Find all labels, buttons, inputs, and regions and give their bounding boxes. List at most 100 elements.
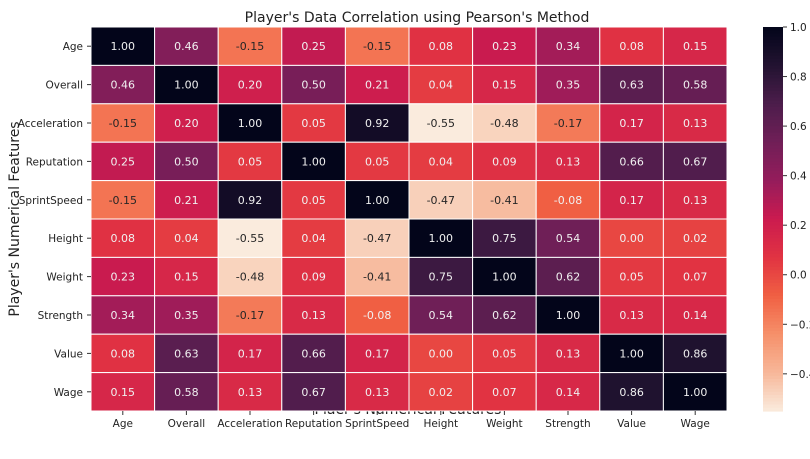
colorbar-segment <box>763 126 783 130</box>
colorbar-segment <box>763 321 783 326</box>
colorbar-segment <box>763 295 783 300</box>
cell-value-label: 0.63 <box>174 347 199 360</box>
colorbar-segment <box>763 180 783 185</box>
cell-value-label: 0.17 <box>238 347 263 360</box>
colorbar-segment <box>763 238 783 242</box>
colorbar-segment <box>763 103 783 108</box>
colorbar-segment <box>763 318 783 322</box>
colorbar-segment <box>763 395 783 399</box>
cell-value-label: 0.58 <box>683 79 708 92</box>
cell-value-label: 0.34 <box>556 40 581 53</box>
cell-value-label: 0.58 <box>174 386 199 399</box>
cell-value-label: -0.41 <box>363 271 391 284</box>
heatmap-cell <box>535 218 601 258</box>
colorbar-segment <box>763 171 783 175</box>
colorbar-tick-label: −0.2 <box>790 319 810 331</box>
colorbar-segment <box>763 340 783 345</box>
colorbar-segment <box>763 257 783 262</box>
colorbar-segment <box>763 167 783 172</box>
colorbar-tick-label: 0.0 <box>790 270 807 282</box>
colorbar-segment <box>763 225 783 230</box>
heatmap-cell <box>154 295 219 335</box>
colorbar-segment <box>763 404 783 409</box>
cell-value-label: 0.04 <box>429 79 454 92</box>
heatmap-cell <box>599 141 664 182</box>
cell-value-label: 0.86 <box>619 386 644 399</box>
cell-value-label: -0.47 <box>427 194 455 207</box>
heatmap-cell <box>472 26 537 66</box>
colorbar-segment <box>763 254 783 258</box>
x-tick-label: Weight <box>486 418 523 430</box>
cell-value-label: 0.08 <box>619 40 644 53</box>
cell-value-label: -0.15 <box>109 117 137 130</box>
colorbar-segment <box>763 209 783 214</box>
heatmap-cell <box>662 64 728 105</box>
colorbar-segment <box>763 164 783 169</box>
colorbar-tick-label: 1.0 <box>790 22 807 34</box>
heatmap-cell <box>535 103 601 143</box>
colorbar-segment <box>763 241 783 246</box>
colorbar-segment <box>763 113 783 118</box>
colorbar-segment <box>763 283 783 287</box>
cell-value-label: 1.00 <box>111 40 136 53</box>
y-tick-label: Weight <box>46 272 83 284</box>
colorbar: 1.0 0.8 0.6 0.4 0.2 0.0 −0.2 −0.4 <box>763 22 810 412</box>
heatmap-cell <box>662 180 728 220</box>
colorbar-segment <box>763 391 783 396</box>
colorbar-segment <box>763 347 783 351</box>
colorbar-segment <box>763 129 783 134</box>
colorbar-segment <box>763 315 783 319</box>
colorbar-tick-label: 0.6 <box>790 121 807 133</box>
colorbar-segment <box>763 379 783 383</box>
colorbar-segment <box>763 308 783 313</box>
cell-value-label: 0.13 <box>619 309 644 322</box>
cell-value-label: -0.17 <box>554 117 582 130</box>
colorbar-tick-label: 0.8 <box>790 72 807 84</box>
colorbar-segment <box>763 84 783 89</box>
cell-value-label: 1.00 <box>238 117 263 130</box>
cell-value-label: 0.05 <box>301 117 326 130</box>
colorbar-segment <box>763 343 783 348</box>
colorbar-segment <box>763 187 783 191</box>
colorbar-segment <box>763 145 783 150</box>
colorbar-segment <box>763 356 783 361</box>
cell-value-label: 0.05 <box>365 155 390 168</box>
colorbar-segment <box>763 203 783 207</box>
cell-value-label: 0.17 <box>365 347 390 360</box>
heatmap-cell <box>90 141 156 182</box>
colorbar-segment <box>763 59 783 63</box>
colorbar-segment <box>763 334 783 338</box>
colorbar-segment <box>763 260 783 265</box>
cell-value-label: 0.09 <box>492 155 517 168</box>
heatmap-cell <box>408 218 474 258</box>
cell-value-label: 0.25 <box>111 155 136 168</box>
colorbar-segment <box>763 81 783 86</box>
heatmap-cell <box>281 218 346 258</box>
cell-value-label: 0.13 <box>556 155 581 168</box>
x-tick-labels: Age Overall Acceleration Reputation SprintSp… <box>113 411 710 430</box>
cell-value-label: 0.66 <box>619 155 644 168</box>
cell-value-label: 0.15 <box>683 40 708 53</box>
heatmap-cell <box>662 218 728 258</box>
heatmap-cell <box>599 103 664 143</box>
colorbar-segment <box>763 71 783 76</box>
heatmap-cell <box>344 103 410 143</box>
heatmap-cell <box>154 141 219 182</box>
heatmap-cells: 1.00 0.46 -0.15 0.25 -0.15 0.08 0.23 0.34 0.08 0.… <box>90 26 728 412</box>
colorbar-segment <box>763 372 783 377</box>
cell-value-label: 0.07 <box>492 386 517 399</box>
heatmap-cell <box>599 64 664 105</box>
cell-value-label: 0.62 <box>492 309 517 322</box>
colorbar-segment <box>763 97 783 102</box>
colorbar-segment <box>763 55 783 60</box>
chart-title: Player's Data Correlation using Pearson'… <box>245 10 590 26</box>
heatmap-cell <box>154 256 219 297</box>
cell-value-label: 0.02 <box>429 386 454 399</box>
cell-value-label: 0.13 <box>238 386 263 399</box>
cell-value-label: 0.15 <box>492 79 517 92</box>
cell-value-label: 0.00 <box>429 347 454 360</box>
heatmap-cell <box>90 180 156 220</box>
colorbar-segment <box>763 369 783 374</box>
colorbar-segment <box>763 148 783 153</box>
